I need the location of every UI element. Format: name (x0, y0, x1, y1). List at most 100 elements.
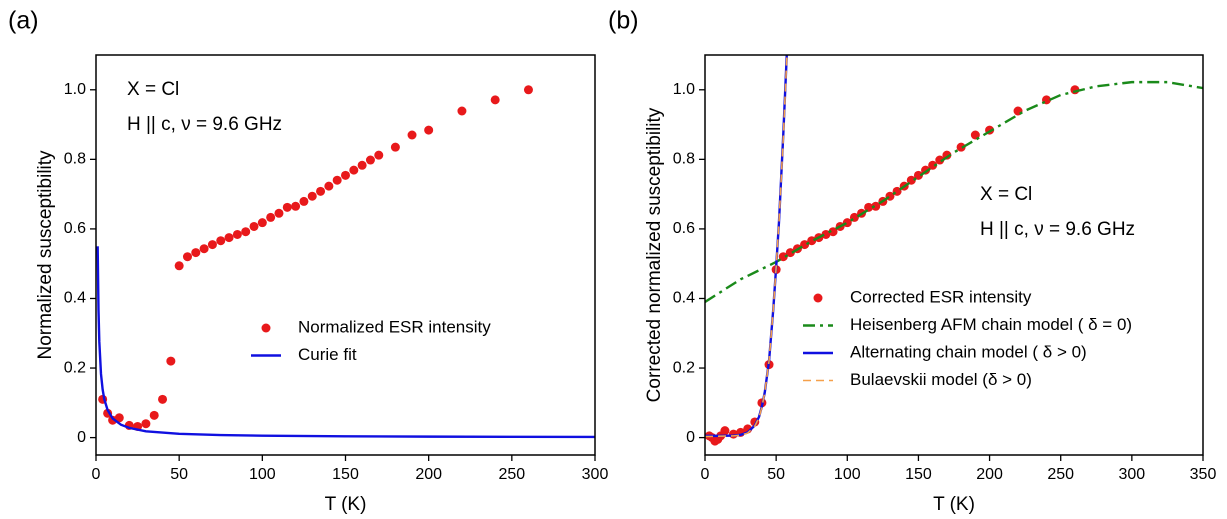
legend-label: Bulaevskii model (δ > 0) (850, 370, 1032, 389)
data-point (523, 85, 533, 95)
data-point (114, 413, 124, 423)
data-point (778, 252, 788, 262)
data-point (207, 240, 217, 250)
x-tick-label: 350 (1190, 466, 1217, 483)
x-tick-label: 100 (249, 466, 276, 483)
data-point (141, 419, 151, 429)
data-point (158, 394, 168, 404)
data-line (705, 55, 788, 438)
data-point (216, 236, 226, 246)
y-tick-label: 0.8 (64, 151, 86, 168)
legend-marker (813, 293, 823, 303)
data-point (407, 130, 417, 140)
data-point (307, 191, 317, 201)
data-point (149, 410, 159, 420)
x-tick-label: 0 (701, 466, 710, 483)
data-point (241, 227, 251, 237)
data-point (266, 212, 276, 222)
data-point (807, 236, 817, 246)
plot-frame (704, 54, 1204, 456)
legend-label: Curie fit (298, 345, 357, 364)
data-point (374, 150, 384, 160)
y-tick-label: 0 (686, 429, 695, 446)
data-point (224, 233, 234, 243)
data-line (705, 55, 788, 438)
x-tick-label: 300 (1119, 466, 1146, 483)
data-point (174, 261, 184, 271)
data-point (332, 175, 342, 185)
legend-label: Heisenberg AFM chain model ( δ = 0) (850, 315, 1132, 334)
data-point (490, 95, 500, 105)
data-point (821, 229, 831, 239)
data-point (166, 356, 176, 366)
data-point (800, 240, 810, 250)
data-point (457, 106, 467, 116)
y-tick-label: 1.0 (673, 81, 695, 98)
data-point (785, 248, 795, 258)
data-point (390, 142, 400, 152)
y-tick-label: 0.4 (64, 290, 86, 307)
y-tick-label: 0.2 (673, 359, 695, 376)
annotation: X = Cl (980, 184, 1032, 205)
y-tick-label: 0.8 (673, 151, 695, 168)
data-point (720, 426, 730, 436)
legend-label: Alternating chain model ( δ > 0) (850, 342, 1087, 361)
x-tick-label: 100 (834, 466, 861, 483)
x-tick-label: 250 (498, 466, 525, 483)
data-point (935, 155, 945, 165)
annotation: H || c, ν = 9.6 GHz (980, 219, 1135, 240)
data-line (96, 246, 595, 439)
x-tick-label: 50 (170, 466, 188, 483)
y-axis-label: Normalized susceptibility (35, 150, 56, 360)
data-point (871, 201, 881, 211)
data-point (299, 196, 309, 206)
data-point (199, 244, 209, 254)
data-point (913, 170, 923, 180)
data-point (316, 186, 326, 196)
data-point (324, 181, 334, 191)
panel-label: (b) (608, 7, 639, 35)
x-axis-label: T (K) (325, 494, 367, 515)
x-tick-label: 50 (767, 466, 785, 483)
y-tick-label: 0.2 (64, 359, 86, 376)
data-point (182, 252, 192, 262)
x-tick-label: 150 (332, 466, 359, 483)
x-tick-label: 300 (582, 466, 609, 483)
legend-label: Normalized ESR intensity (298, 317, 491, 336)
annotation: H || c, ν = 9.6 GHz (127, 114, 282, 135)
data-point (191, 248, 201, 258)
y-tick-label: 1.0 (64, 81, 86, 98)
x-tick-label: 200 (976, 466, 1003, 483)
x-tick-label: 0 (92, 466, 101, 483)
x-tick-label: 150 (905, 466, 932, 483)
plot-area (96, 85, 595, 439)
data-point (282, 202, 292, 212)
data-point (257, 218, 267, 228)
panel-label: (a) (8, 7, 39, 35)
legend-marker (261, 323, 271, 333)
y-tick-label: 0 (77, 429, 86, 446)
data-point (249, 221, 259, 231)
data-point (864, 202, 874, 212)
data-point (828, 227, 838, 237)
data-point (274, 208, 284, 218)
data-point (349, 165, 359, 175)
data-point (365, 155, 375, 165)
data-point (291, 201, 301, 211)
y-tick-label: 0.4 (673, 290, 695, 307)
annotation: X = Cl (127, 79, 179, 100)
x-tick-label: 200 (415, 466, 442, 483)
plot-frame (95, 54, 596, 456)
data-point (424, 125, 434, 135)
data-point (928, 160, 938, 170)
plot-area (705, 55, 1203, 446)
y-tick-label: 0.6 (673, 220, 695, 237)
x-tick-label: 250 (1047, 466, 1074, 483)
x-axis-label: T (K) (933, 494, 975, 515)
data-point (232, 229, 242, 239)
data-point (341, 170, 350, 180)
legend-label: Corrected ESR intensity (850, 287, 1032, 306)
y-axis-label: Corrected normalized susceptibility (644, 107, 665, 402)
